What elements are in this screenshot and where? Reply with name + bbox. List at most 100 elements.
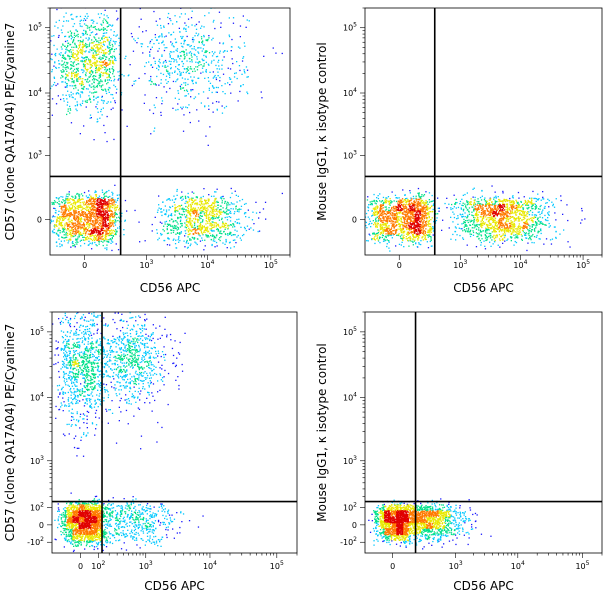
event-dot <box>53 44 55 47</box>
event-dot <box>69 230 71 232</box>
event-dot <box>367 196 369 198</box>
event-dot <box>225 223 227 225</box>
event-dot <box>156 211 159 213</box>
event-dot <box>186 60 188 62</box>
event-dot <box>369 234 371 236</box>
event-dot <box>93 36 95 38</box>
event-dot <box>77 230 79 232</box>
event-dot <box>86 99 88 102</box>
event-dot <box>91 83 93 85</box>
event-dot <box>101 199 103 201</box>
event-dot <box>166 228 168 231</box>
event-dot <box>150 83 152 86</box>
event-dot <box>77 219 79 221</box>
event-dot <box>110 93 112 96</box>
event-dot <box>200 227 203 229</box>
event-dot <box>177 227 179 229</box>
event-dot <box>184 39 186 42</box>
event-dot <box>176 194 178 196</box>
event-dot <box>57 230 59 232</box>
event-dot <box>106 244 108 246</box>
event-dot <box>70 51 72 53</box>
event-dot <box>114 222 116 224</box>
event-dot <box>497 228 499 231</box>
event-dot <box>90 32 92 34</box>
event-dot <box>101 57 103 59</box>
event-dot <box>96 69 98 71</box>
event-dot <box>121 109 123 111</box>
event-dot <box>428 213 430 215</box>
event-dot <box>225 240 227 242</box>
event-dot <box>88 38 90 40</box>
event-dot <box>107 201 109 203</box>
event-dot <box>79 240 81 242</box>
event-dot <box>94 203 96 205</box>
event-dot <box>197 221 199 223</box>
event-dot <box>486 236 488 238</box>
event-dot <box>90 61 92 63</box>
event-dot <box>94 197 97 199</box>
event-dot <box>65 209 68 212</box>
event-dot <box>518 213 521 215</box>
event-dot <box>94 212 96 214</box>
event-dot <box>203 203 205 205</box>
event-dot <box>566 204 568 206</box>
event-dot <box>223 107 226 109</box>
event-dot <box>106 83 108 85</box>
event-dot <box>540 221 542 223</box>
event-dot <box>94 238 96 240</box>
event-dot <box>488 229 490 231</box>
event-dot <box>171 218 173 221</box>
event-dot <box>88 26 90 29</box>
event-dot <box>233 76 236 78</box>
event-dot <box>63 209 65 211</box>
event-dot <box>91 220 93 222</box>
event-dot <box>109 24 112 26</box>
event-dot <box>224 202 226 204</box>
event-dot <box>188 104 190 106</box>
event-dot <box>401 238 404 240</box>
event-dot <box>47 243 48 244</box>
event-dot <box>192 70 194 73</box>
event-dot <box>89 62 91 64</box>
event-dot <box>86 237 88 239</box>
event-dot <box>92 197 94 199</box>
event-dot <box>91 92 93 94</box>
event-dot <box>51 220 53 223</box>
event-dot <box>75 87 77 89</box>
event-dot <box>195 23 198 26</box>
event-dot <box>169 224 172 226</box>
event-dot <box>110 203 112 205</box>
event-dot <box>224 93 226 95</box>
event-dot <box>104 240 106 242</box>
event-dot <box>126 125 128 127</box>
event-dot <box>103 50 105 52</box>
event-dot <box>198 209 201 211</box>
event-dot <box>185 71 187 74</box>
event-dot <box>92 222 94 224</box>
event-dot <box>488 235 490 238</box>
event-dot <box>84 216 86 218</box>
event-dot <box>70 32 73 34</box>
event-dot <box>57 198 60 200</box>
event-dot <box>367 209 369 212</box>
event-dot <box>114 199 116 201</box>
event-dot <box>189 238 191 240</box>
event-dot <box>167 23 170 25</box>
event-dot <box>154 62 156 65</box>
event-dot <box>179 16 181 18</box>
event-dot <box>81 206 83 208</box>
event-dot <box>62 25 64 27</box>
event-dot <box>194 217 196 219</box>
event-dot <box>227 213 229 215</box>
event-dot <box>204 206 206 208</box>
event-dot <box>369 203 371 206</box>
event-dot <box>99 232 101 234</box>
event-dot <box>101 205 103 207</box>
event-dot <box>231 81 233 83</box>
event-dot <box>109 71 111 74</box>
event-dot <box>209 82 212 84</box>
event-dot <box>243 213 246 215</box>
event-dot <box>72 54 74 56</box>
event-dot <box>73 200 75 202</box>
